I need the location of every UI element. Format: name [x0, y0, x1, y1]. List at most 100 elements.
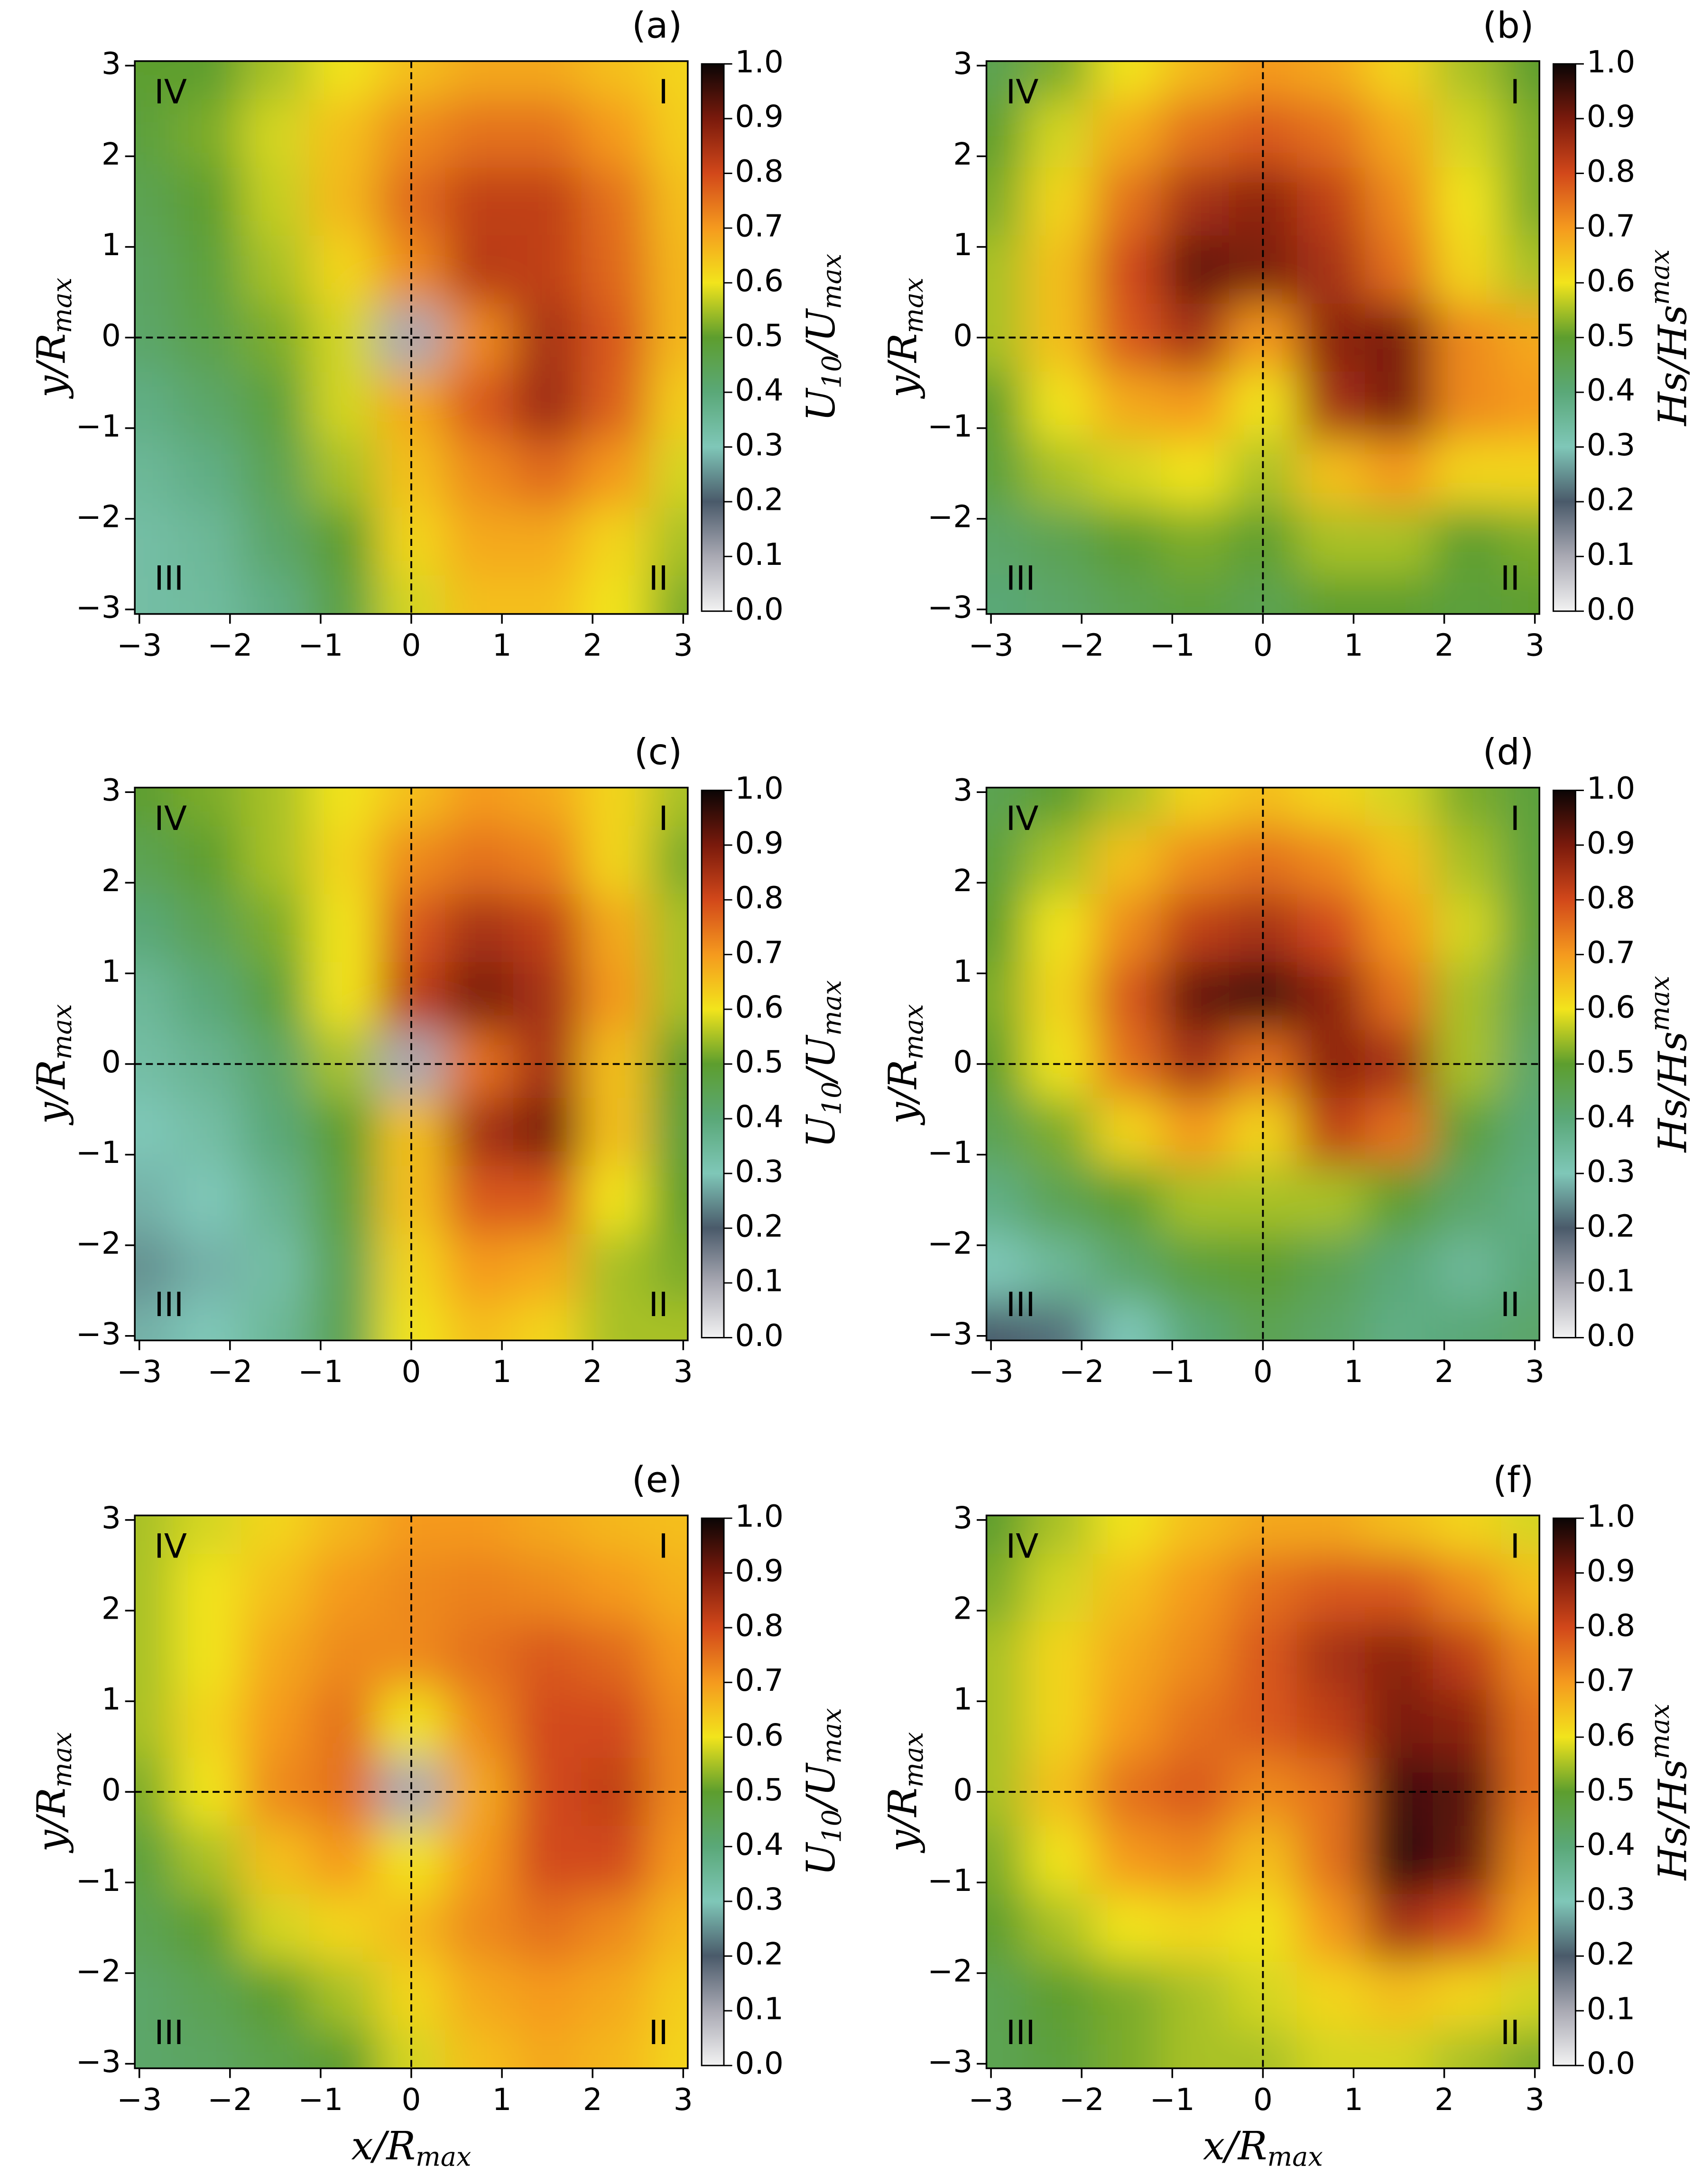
field-cell: [1025, 1234, 1094, 1303]
y-axis-label-part: max: [46, 1732, 77, 1788]
x-tick-label: 0: [402, 2082, 421, 2118]
colorbar-tick-label: 0.2: [735, 1936, 783, 1972]
quadrant-label: III: [154, 2013, 184, 2052]
field-cell: [173, 2029, 242, 2069]
colorbar-tick-label: 0.4: [1587, 1099, 1635, 1134]
field-cell: [1161, 100, 1230, 168]
y-axis-label-part: y/R: [29, 1788, 74, 1854]
field-cell: [649, 1690, 688, 1759]
field-cell: [581, 1554, 650, 1623]
field-cell: [649, 1962, 688, 2031]
y-tick-label: −1: [76, 1135, 121, 1170]
field-cell: [1365, 371, 1434, 441]
y-tick-label: 0: [953, 1772, 972, 1808]
x-tick-label: 1: [1344, 627, 1363, 663]
colorbar-label-part: max: [816, 980, 847, 1036]
quadrant-label: I: [1510, 73, 1520, 111]
field-cell: [1025, 100, 1094, 168]
field-cell: [1161, 1515, 1230, 1555]
field-cell: [1025, 1166, 1094, 1235]
field-cell: [1297, 1962, 1366, 2031]
field-cell: [649, 371, 688, 441]
field-cell: [309, 304, 378, 372]
colorbar-tick-label: 0.5: [1587, 1772, 1635, 1808]
field-cell: [1433, 1622, 1502, 1691]
field-cell: [649, 1554, 688, 1623]
field-cell: [173, 787, 242, 827]
field-cell: [649, 1622, 688, 1691]
colorbar-tick-label: 0.6: [1587, 1717, 1635, 1753]
field-cell: [649, 894, 688, 963]
field-cell: [309, 962, 378, 1031]
field-cell: [1161, 507, 1230, 576]
field-cell: [581, 507, 650, 576]
colorbar-label-part: max: [1644, 976, 1675, 1031]
y-axis-label-part: max: [898, 1732, 929, 1788]
colorbar-tick-label: 0.5: [735, 1772, 783, 1808]
field-cell: [1501, 167, 1540, 237]
colorbar-tick-label: 1.0: [735, 771, 783, 806]
field-cell: [986, 1825, 1026, 1895]
field-cell: [1025, 962, 1094, 1031]
field-cell: [445, 787, 514, 827]
quadrant-label: II: [648, 559, 668, 598]
field-cell: [1093, 787, 1162, 827]
field-cell: [1025, 1825, 1094, 1895]
field-cell: [1161, 575, 1230, 614]
field-cell: [309, 1758, 378, 1827]
field-cell: [986, 1962, 1026, 2031]
x-tick-label: 2: [1434, 627, 1454, 663]
field-cell: [649, 787, 688, 827]
field-cell: [1365, 1825, 1434, 1895]
y-tick-label: −1: [76, 1863, 121, 1898]
x-tick-label: −2: [1059, 1354, 1104, 1390]
colorbar-tick-label: 0.1: [1587, 1263, 1635, 1299]
x-axis-label: x/Rmax: [1203, 2123, 1323, 2172]
x-axis-label: x/Rmax: [352, 2123, 472, 2172]
field-cell: [173, 1690, 242, 1759]
field-cell: [1025, 1098, 1094, 1167]
field-cell: [1161, 167, 1230, 237]
field-cell: [445, 2029, 514, 2069]
field-cell: [1501, 1234, 1540, 1303]
field-cell: [1365, 962, 1434, 1031]
colorbar-tick-label: 0.7: [735, 935, 783, 970]
field-cell: [377, 235, 446, 304]
colorbar-tick-label: 1.0: [1587, 44, 1635, 80]
field-cell: [309, 787, 378, 827]
field-cell: [1433, 371, 1502, 441]
field-cell: [1365, 61, 1434, 101]
field-cell: [513, 575, 582, 614]
field-cell: [1297, 235, 1366, 304]
field-cell: [309, 826, 378, 895]
field-cell: [135, 100, 174, 168]
colorbar: [1553, 63, 1576, 612]
quadrant-label: II: [648, 2013, 668, 2052]
field-cell: [241, 826, 310, 895]
field-cell: [513, 894, 582, 963]
field-cell: [986, 1234, 1026, 1303]
y-tick-label: 2: [102, 1591, 121, 1627]
y-axis-label-part: y/R: [29, 333, 74, 399]
field-cell: [1093, 1554, 1162, 1623]
y-tick-label: 1: [953, 954, 972, 989]
field-cell: [173, 1166, 242, 1235]
y-tick-label: 3: [102, 773, 121, 808]
y-axis-label-part: max: [898, 1004, 929, 1060]
field-cell: [1093, 1622, 1162, 1691]
field-cell: [1161, 235, 1230, 304]
y-tick-label: 1: [102, 954, 121, 989]
field-cell: [1297, 787, 1366, 827]
field-cell: [986, 1515, 1026, 1555]
colorbar-tick-label: 0.1: [735, 537, 783, 572]
field-cell: [173, 1894, 242, 1963]
field-cell: [513, 100, 582, 168]
colorbar-label-part: /U: [798, 308, 843, 359]
y-tick-label: −2: [927, 1226, 972, 1261]
x-tick-label: 1: [492, 627, 512, 663]
field-cell: [649, 2029, 688, 2069]
colorbar-tick-label: 0.9: [1587, 825, 1635, 861]
field-cell: [445, 1962, 514, 2031]
